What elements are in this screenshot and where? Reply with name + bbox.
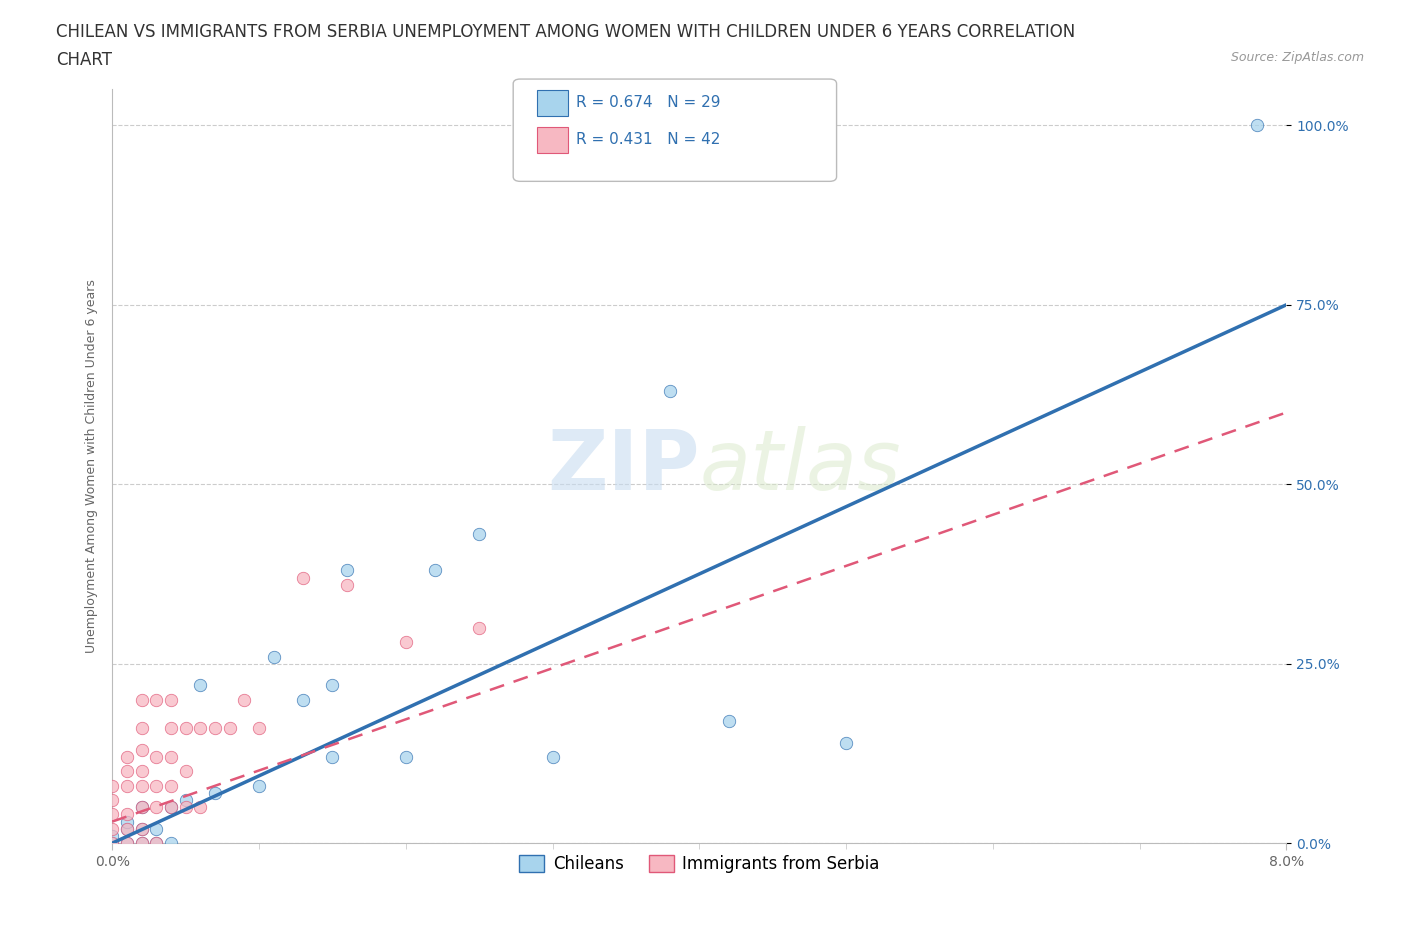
Point [145,836,167,851]
Point [160,750,183,764]
Point [174,792,197,807]
Point [247,721,270,736]
Point [174,764,197,778]
Point [131,692,153,707]
Point [160,836,183,851]
Point [160,778,183,793]
Point [131,800,153,815]
Point [468,527,491,542]
Point [145,836,167,851]
Point [115,836,138,851]
Point [115,807,138,822]
Point [131,721,153,736]
Text: R = 0.674   N = 29: R = 0.674 N = 29 [576,95,721,110]
Point [541,750,564,764]
Point [115,821,138,836]
Point [321,750,343,764]
Point [101,821,124,836]
Point [145,750,167,764]
Text: ZIP: ZIP [547,426,699,507]
Point [131,778,153,793]
Point [188,721,211,736]
Point [321,678,343,693]
Point [115,778,138,793]
Point [204,786,226,801]
Point [131,821,153,836]
Point [188,678,211,693]
Point [145,800,167,815]
Point [131,764,153,778]
Point [1246,118,1268,133]
Point [292,692,315,707]
Legend: Chileans, Immigrants from Serbia: Chileans, Immigrants from Serbia [513,848,886,880]
Point [101,807,124,822]
Point [292,570,315,585]
Text: CHILEAN VS IMMIGRANTS FROM SERBIA UNEMPLOYMENT AMONG WOMEN WITH CHILDREN UNDER 6: CHILEAN VS IMMIGRANTS FROM SERBIA UNEMPL… [56,23,1076,41]
Point [131,742,153,757]
Point [131,821,153,836]
Point [835,736,858,751]
Point [395,634,418,649]
Point [160,800,183,815]
Point [101,778,124,793]
Point [101,792,124,807]
Point [145,778,167,793]
Point [204,721,226,736]
Text: Source: ZipAtlas.com: Source: ZipAtlas.com [1230,51,1364,64]
Point [468,620,491,635]
Point [160,692,183,707]
Point [263,649,285,664]
Y-axis label: Unemployment Among Women with Children Under 6 years: Unemployment Among Women with Children U… [86,279,98,653]
Point [717,713,740,728]
Point [131,800,153,815]
Point [101,836,124,851]
Point [115,821,138,836]
Point [659,383,682,398]
Point [115,836,138,851]
Point [160,721,183,736]
Point [247,778,270,793]
Point [131,836,153,851]
Point [115,814,138,829]
Text: atlas: atlas [699,426,901,507]
Text: R = 0.431   N = 42: R = 0.431 N = 42 [576,132,721,147]
Point [101,829,124,844]
Point [174,721,197,736]
Point [336,578,359,592]
Point [423,563,446,578]
Text: CHART: CHART [56,51,112,69]
Point [145,821,167,836]
Point [101,836,124,851]
Point [174,800,197,815]
Point [233,692,256,707]
Point [131,836,153,851]
Point [160,800,183,815]
Point [115,764,138,778]
Point [218,721,240,736]
Point [395,750,418,764]
Point [115,750,138,764]
Point [336,563,359,578]
Point [188,800,211,815]
Point [145,692,167,707]
